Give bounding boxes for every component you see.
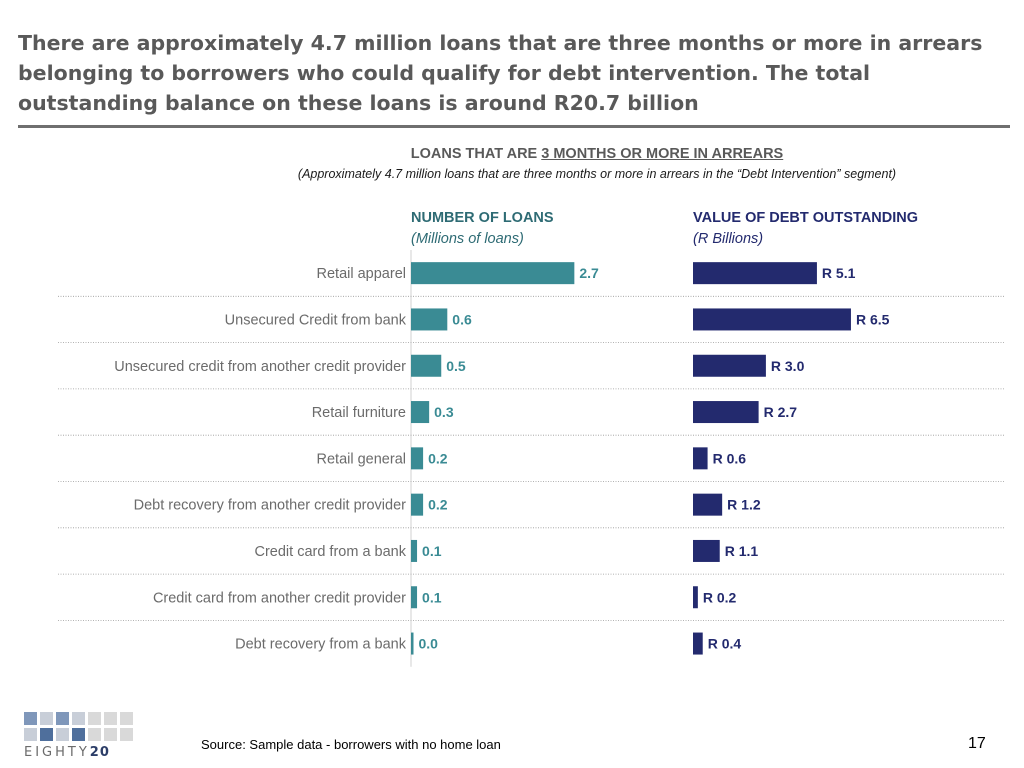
chart-title-prefix: LOANS THAT ARE [410, 146, 542, 162]
loans-bar [411, 262, 575, 285]
debt-value-label: R 0.4 [708, 636, 742, 652]
loans-bar [411, 586, 418, 609]
debt-value-label: R 1.2 [727, 497, 761, 513]
category-label: Retail furniture [312, 405, 406, 421]
loans-bar [411, 401, 430, 424]
debt-value-label: R 0.2 [703, 589, 737, 605]
category-label: Credit card from another credit provider [153, 590, 406, 606]
loans-series-title: NUMBER OF LOANS [411, 210, 554, 226]
debt-bar [693, 493, 723, 516]
company-logo: EIGHTY20 [24, 712, 133, 760]
loans-value-label: 0.2 [428, 450, 448, 466]
loans-value-label: 0.2 [428, 497, 448, 513]
debt-series-title: VALUE OF DEBT OUTSTANDING [693, 210, 919, 226]
category-label: Unsecured credit from another credit pro… [114, 359, 406, 375]
debt-value-label: R 0.6 [713, 450, 747, 466]
chart-title: LOANS THAT ARE 3 MONTHS OR MORE IN ARREA… [270, 146, 924, 162]
debt-bar [693, 308, 851, 331]
chart-subtitle: (Approximately 4.7 million loans that ar… [297, 167, 897, 181]
loans-bar [411, 493, 424, 516]
debt-value-label: R 5.1 [822, 265, 856, 281]
loans-value-label: 0.0 [419, 636, 439, 652]
debt-bar [693, 354, 766, 377]
logo-text-main: EIGHTY [24, 745, 90, 760]
loans-bar [411, 539, 418, 562]
category-label: Retail apparel [317, 266, 406, 282]
loans-value-label: 0.1 [422, 589, 442, 605]
loans-bar [411, 308, 448, 331]
source-note: Source: Sample data - borrowers with no … [201, 737, 501, 752]
debt-bar [693, 632, 703, 655]
debt-value-label: R 2.7 [764, 404, 798, 420]
debt-bar [693, 586, 698, 609]
page-number: 17 [968, 735, 986, 752]
loans-value-label: 0.3 [434, 404, 454, 420]
debt-bar [693, 539, 720, 562]
title-divider [18, 125, 1010, 128]
logo-mark [24, 712, 133, 741]
debt-value-label: R 6.5 [856, 311, 890, 327]
category-label: Debt recovery from another credit provid… [134, 498, 407, 514]
chart-title-underlined: 3 MONTHS OR MORE IN ARREARS [541, 146, 784, 162]
headline: There are approximately 4.7 million loan… [18, 31, 983, 115]
category-label: Retail general [317, 451, 406, 467]
debt-value-label: R 3.0 [771, 358, 805, 374]
category-label: Debt recovery from a bank [235, 637, 407, 653]
loans-value-label: 2.7 [579, 265, 599, 281]
debt-bar [693, 447, 708, 470]
debt-bar [693, 401, 759, 424]
loans-bar [411, 447, 424, 470]
logo-wordmark: EIGHTY20 [24, 745, 133, 760]
loans-value-label: 0.1 [422, 543, 442, 559]
debt-series-unit: (R Billions) [693, 231, 764, 247]
logo-text-num: 20 [89, 745, 110, 760]
category-label: Unsecured Credit from bank [225, 312, 407, 328]
loans-series-unit: (Millions of loans) [411, 231, 524, 247]
loans-value-label: 0.5 [446, 358, 466, 374]
category-label: Credit card from a bank [254, 544, 406, 560]
loans-value-label: 0.6 [452, 311, 472, 327]
debt-value-label: R 1.1 [725, 543, 759, 559]
loans-bar [411, 632, 414, 655]
debt-bar [693, 262, 817, 285]
loans-bar [411, 354, 442, 377]
